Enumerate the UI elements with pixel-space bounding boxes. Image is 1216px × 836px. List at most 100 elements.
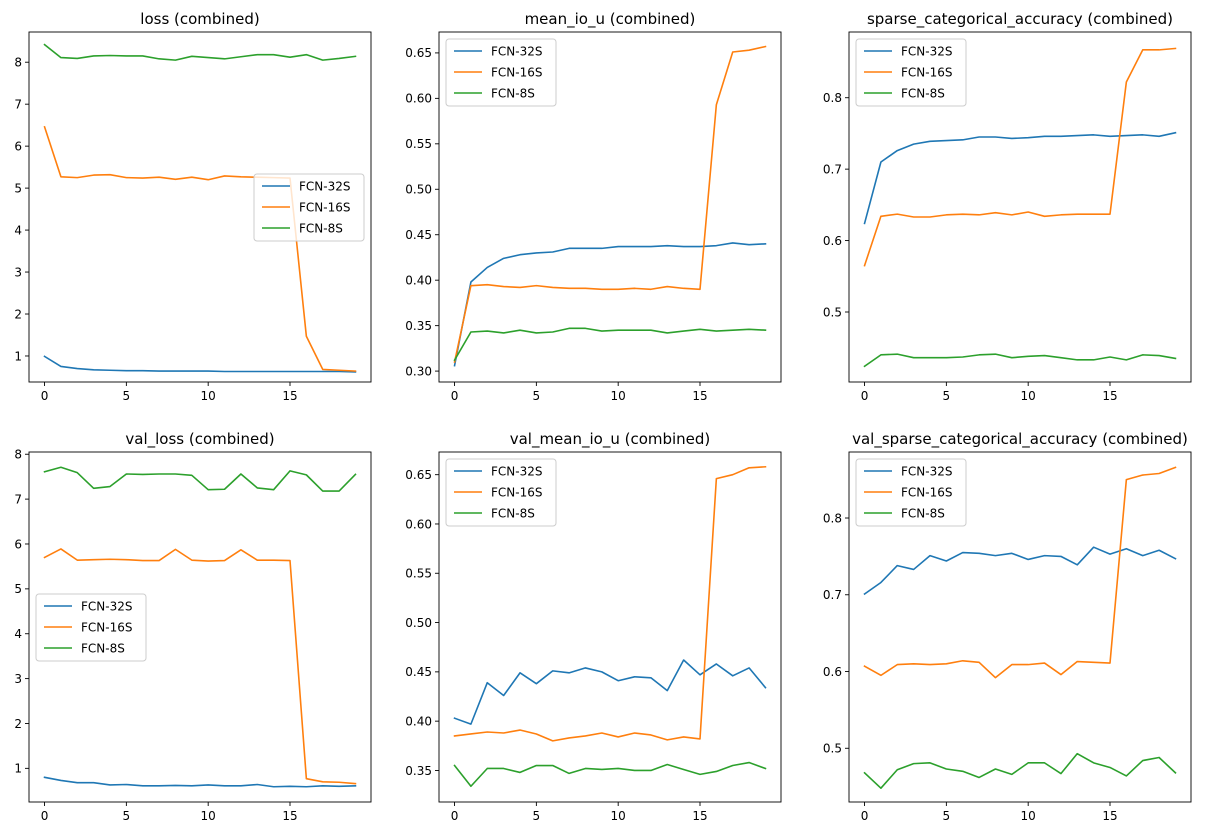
legend: FCN-32S FCN-16S FCN-8S (855, 38, 967, 107)
y-tick-label: 2 (14, 307, 22, 321)
legend-label-fcn-32s: FCN-32S (299, 180, 350, 194)
y-tick-label: 0.50 (405, 616, 432, 630)
x-tick-label: 0 (451, 389, 459, 403)
legend-box (855, 38, 967, 107)
x-tick-label: 10 (201, 389, 216, 403)
x-tick-label: 0 (41, 809, 49, 823)
legend-label-fcn-32s: FCN-32S (491, 465, 542, 479)
x-tick-label: 10 (201, 809, 216, 823)
series-line-fcn-32s (453, 242, 767, 367)
x-tick-label: 15 (1102, 809, 1117, 823)
y-tick-label: 0.60 (405, 92, 432, 106)
subplot-loss: loss (combined) 0 5 10 1512345678FCN-32SFCN… (14, 10, 372, 403)
axes-frame (848, 31, 1192, 383)
series-line-fcn-16s (863, 466, 1177, 679)
y-tick-label: 3 (14, 265, 22, 279)
legend-label-fcn-16s: FCN-16S (901, 66, 952, 80)
y-tick-label: 0.8 (823, 91, 842, 105)
subplot-val-mean-io-u: val_mean_io_u (combined) 0 5 10 15 0.35 0.40 0… (405, 430, 782, 823)
series-line-fcn-8s (43, 466, 357, 492)
y-tick-label: 0.65 (405, 46, 432, 60)
y-tick-label: 1 (14, 762, 22, 776)
y-tick-label: 0.60 (405, 517, 432, 531)
x-tick-label: 0 (861, 809, 869, 823)
legend-label-fcn-32s: FCN-32S (901, 45, 952, 59)
legend-label-fcn-16s: FCN-16S (491, 66, 542, 80)
x-tick-label: 5 (943, 389, 951, 403)
chart-title: sparse_categorical_accuracy (combined) (867, 10, 1173, 29)
plot-area (453, 45, 767, 367)
series-line-fcn-32s (863, 131, 1177, 225)
y-tick-label: 4 (14, 627, 22, 641)
legend-label-fcn-8s: FCN-8S (901, 87, 945, 101)
y-tick-label: 0.45 (405, 665, 432, 679)
y-tick-label: 0.40 (405, 273, 432, 287)
y-tick-label: 8 (14, 448, 22, 462)
x-tick-label: 5 (533, 389, 541, 403)
y-tick-label: 3 (14, 672, 22, 686)
y-tick-label: 0.5 (823, 305, 842, 319)
y-tick-label: 5 (14, 181, 22, 195)
legend: FCN-32S FCN-16S FCN-8S (445, 38, 557, 107)
y-tick-label: 0.35 (405, 319, 432, 333)
x-tick-label: 15 (282, 809, 297, 823)
legend: FCN-32S FCN-16S FCN-8S (253, 173, 365, 242)
legend-label-fcn-32s: FCN-32S (491, 45, 542, 59)
legend-label-fcn-16s: FCN-16S (299, 201, 350, 215)
y-tick-label: 0.6 (823, 234, 842, 248)
y-tick-label: 1 (14, 349, 22, 363)
legend-label-fcn-32s: FCN-32S (81, 600, 132, 614)
plot-area (43, 466, 357, 788)
plot-area (863, 466, 1177, 789)
chart-title: val_mean_io_u (combined) (510, 430, 711, 449)
x-tick-label: 5 (123, 389, 131, 403)
y-tick-label: 8 (14, 56, 22, 70)
y-tick-label: 0.55 (405, 567, 432, 581)
y-tick-label: 0.65 (405, 468, 432, 482)
legend-label-fcn-16s: FCN-16S (901, 486, 952, 500)
x-tick-label: 10 (611, 389, 626, 403)
y-tick-label: 0.6 (823, 665, 842, 679)
series-line-fcn-16s (43, 125, 357, 372)
y-tick-label: 0.50 (405, 183, 432, 197)
x-tick-label: 15 (692, 809, 707, 823)
y-tick-label: 0.7 (823, 162, 842, 176)
y-tick-label: 0.7 (823, 588, 842, 602)
legend-label-fcn-8s: FCN-8S (81, 642, 125, 656)
axes-frame (848, 451, 1192, 803)
x-tick-label: 0 (41, 389, 49, 403)
legend-box (445, 38, 557, 107)
legend-label-fcn-8s: FCN-8S (491, 87, 535, 101)
x-tick-label: 10 (1021, 809, 1036, 823)
axes-frame (28, 31, 372, 383)
axes-frame (438, 31, 782, 383)
x-tick-label: 0 (451, 809, 459, 823)
subplot-val-sparse-categorical-accuracy: val_sparse_categorical_accuracy (combine… (823, 430, 1192, 823)
series-line-fcn-8s (863, 752, 1177, 789)
y-tick-label: 6 (14, 139, 22, 153)
x-tick-label: 5 (943, 809, 951, 823)
series-line-fcn-8s (453, 761, 767, 788)
y-tick-label: 7 (14, 97, 22, 111)
y-tick-label: 0.8 (823, 511, 842, 525)
x-tick-label: 15 (692, 389, 707, 403)
x-tick-label: 10 (1021, 389, 1036, 403)
axes-frame (28, 451, 372, 803)
legend-label-fcn-16s: FCN-16S (491, 486, 542, 500)
chart-title: mean_io_u (combined) (525, 10, 696, 29)
y-tick-label: 6 (14, 537, 22, 551)
y-tick-label: 0.40 (405, 714, 432, 728)
subplot-sparse-categorical-accuracy: sparse_categorical_accuracy (combined) 0… (823, 10, 1192, 403)
y-tick-label: 0.35 (405, 764, 432, 778)
legend-label-fcn-8s: FCN-8S (491, 507, 535, 521)
axes-frame (438, 451, 782, 803)
y-tick-label: 0.30 (405, 364, 432, 378)
subplot-val-loss: val_loss (combined) 0 5 10 15 1 2 3 4 5 6 7 8 FCN-32… (14, 430, 372, 823)
y-tick-label: 7 (14, 492, 22, 506)
legend-label-fcn-8s: FCN-8S (299, 222, 343, 236)
plot-area (863, 47, 1177, 368)
legend: FCN-32S FCN-16S FCN-8S (445, 458, 557, 527)
x-tick-label: 10 (611, 809, 626, 823)
chart-title: val_sparse_categorical_accuracy (combine… (852, 430, 1188, 449)
